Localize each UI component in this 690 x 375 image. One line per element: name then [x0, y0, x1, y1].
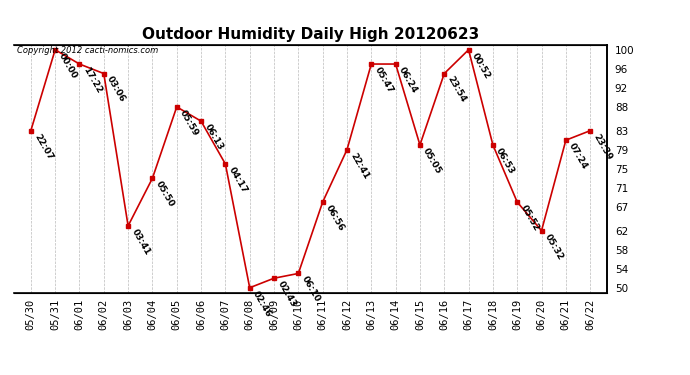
Text: 06:53: 06:53: [494, 146, 516, 176]
Text: 05:05: 05:05: [422, 146, 443, 176]
Text: 06:56: 06:56: [324, 204, 346, 232]
Text: 05:59: 05:59: [178, 108, 200, 138]
Text: 22:41: 22:41: [348, 151, 371, 180]
Text: 23:54: 23:54: [446, 75, 468, 104]
Text: 06:10: 06:10: [299, 275, 322, 304]
Text: 00:00: 00:00: [57, 51, 79, 80]
Text: 05:52: 05:52: [519, 204, 541, 232]
Text: 03:41: 03:41: [130, 227, 152, 256]
Text: 07:24: 07:24: [567, 142, 589, 171]
Text: 17:22: 17:22: [81, 65, 103, 95]
Text: 02:43: 02:43: [275, 280, 297, 309]
Text: 06:24: 06:24: [397, 65, 419, 95]
Text: 05:50: 05:50: [154, 180, 176, 209]
Text: 03:06: 03:06: [105, 75, 127, 104]
Text: 23:39: 23:39: [591, 132, 613, 162]
Text: 06:13: 06:13: [202, 123, 224, 152]
Text: Copyright 2012 cacti-nomics.com: Copyright 2012 cacti-nomics.com: [17, 46, 158, 55]
Text: 22:07: 22:07: [32, 132, 55, 161]
Text: 05:47: 05:47: [373, 65, 395, 95]
Text: 00:52: 00:52: [470, 51, 492, 80]
Text: 02:46: 02:46: [251, 289, 273, 318]
Text: 04:17: 04:17: [227, 165, 249, 195]
Text: 05:32: 05:32: [543, 232, 565, 261]
Title: Outdoor Humidity Daily High 20120623: Outdoor Humidity Daily High 20120623: [142, 27, 479, 42]
